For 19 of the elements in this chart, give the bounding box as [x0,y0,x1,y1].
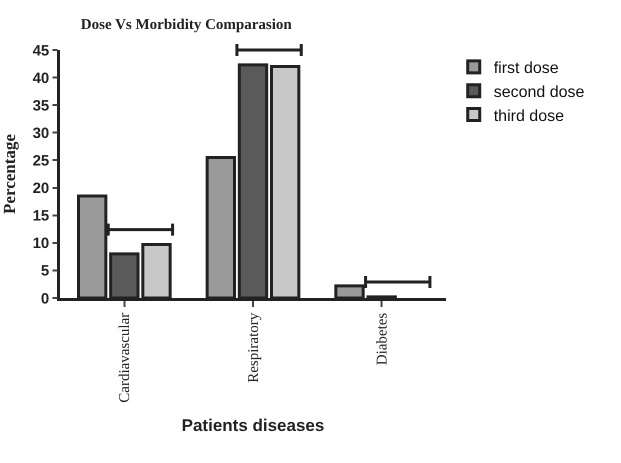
y-tick-label: 15 [32,208,50,225]
legend-label: second dose [494,84,585,101]
x-tick-label: Respiratory [246,312,262,383]
y-tick-label: 25 [32,152,50,170]
y-tick-label: 40 [32,70,50,87]
y-tick-label: 45 [32,42,50,60]
y-tick-label: 5 [40,262,50,280]
legend-label: third dose [494,108,564,125]
x-tick-label: Diabetes [374,312,391,366]
y-tick-label: 35 [32,97,50,114]
x-axis-title: Patients diseases [182,416,324,436]
chart-title: Dose Vs Morbidity Comparasion [80,17,292,34]
y-tick-label: 10 [32,235,50,252]
y-tick-label: 20 [32,180,50,198]
legend-label: first dose [494,60,559,78]
y-axis-title: Percentage [0,134,19,214]
y-tick-label: 30 [32,124,50,142]
x-tick-label: Cardiavascular [117,312,134,403]
y-tick-label: 0 [40,290,50,308]
